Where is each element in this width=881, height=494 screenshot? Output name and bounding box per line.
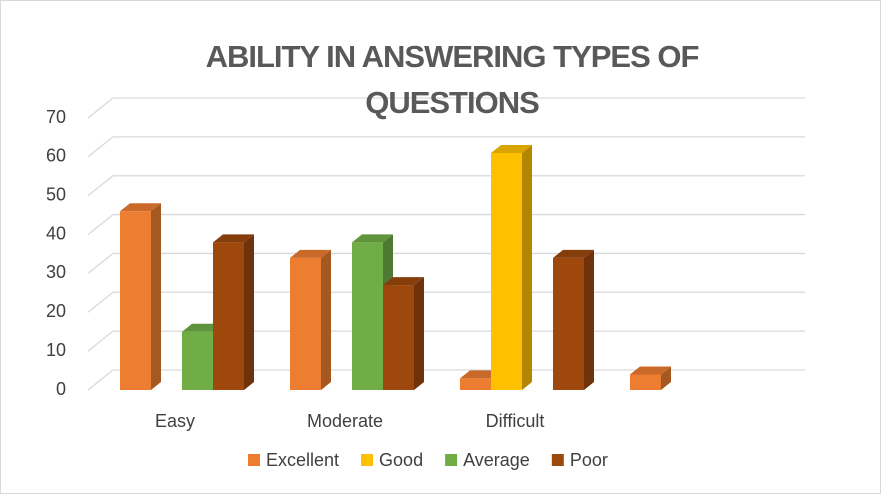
bar-top	[213, 234, 254, 243]
grid-line	[87, 252, 114, 274]
legend-label: Good	[379, 450, 423, 470]
y-tick-label: 60	[46, 146, 66, 166]
bar-side	[321, 249, 331, 390]
bar	[383, 285, 414, 390]
bar-side	[522, 144, 532, 390]
chart-title: ABILITY IN ANSWERING TYPES OF QUESTIONS	[205, 39, 700, 120]
y-tick-label: 30	[46, 262, 66, 282]
bar-top	[460, 370, 501, 379]
bar-top	[182, 323, 223, 332]
legend-label: Excellent	[266, 450, 339, 470]
bar-side	[151, 203, 161, 390]
x-tick-label: Moderate	[307, 411, 383, 431]
legend-label: Poor	[570, 450, 608, 470]
legend-label: Average	[463, 450, 530, 470]
grid-line	[87, 97, 114, 119]
grid-line	[87, 330, 114, 352]
x-tick-label: Difficult	[486, 411, 545, 431]
y-tick-label: 40	[46, 223, 66, 243]
grid-line	[87, 136, 114, 158]
grid-line	[87, 175, 114, 197]
legend-swatch	[445, 454, 458, 466]
bar	[352, 242, 383, 390]
x-tick-label: Easy	[155, 411, 195, 431]
bar	[120, 211, 151, 390]
y-tick-label: 70	[46, 107, 66, 127]
bar-top	[290, 249, 331, 258]
legend-swatch	[551, 454, 564, 466]
grid-line	[87, 369, 114, 391]
bar-top	[383, 277, 424, 286]
bar-top	[120, 203, 161, 212]
bar-side	[661, 366, 671, 390]
bar	[553, 257, 584, 390]
bar	[182, 331, 213, 390]
bar-top	[630, 366, 671, 375]
y-tick-label: 0	[56, 379, 66, 399]
bar	[460, 378, 491, 390]
bar-top	[352, 234, 393, 243]
bar-top	[491, 144, 532, 153]
grid-line	[87, 291, 114, 313]
bar-side	[584, 249, 594, 390]
legend-swatch	[248, 454, 260, 466]
legend-swatch	[361, 454, 374, 466]
bar	[630, 374, 661, 390]
y-tick-label: 50	[46, 184, 66, 204]
bar-top	[553, 249, 594, 258]
y-tick-label: 10	[46, 340, 66, 360]
bar	[290, 257, 321, 390]
bar-side	[244, 234, 254, 390]
bar-side	[414, 277, 424, 390]
bar	[491, 152, 522, 390]
bar	[213, 242, 244, 390]
grid-line	[87, 214, 114, 236]
y-tick-label: 20	[46, 301, 66, 321]
